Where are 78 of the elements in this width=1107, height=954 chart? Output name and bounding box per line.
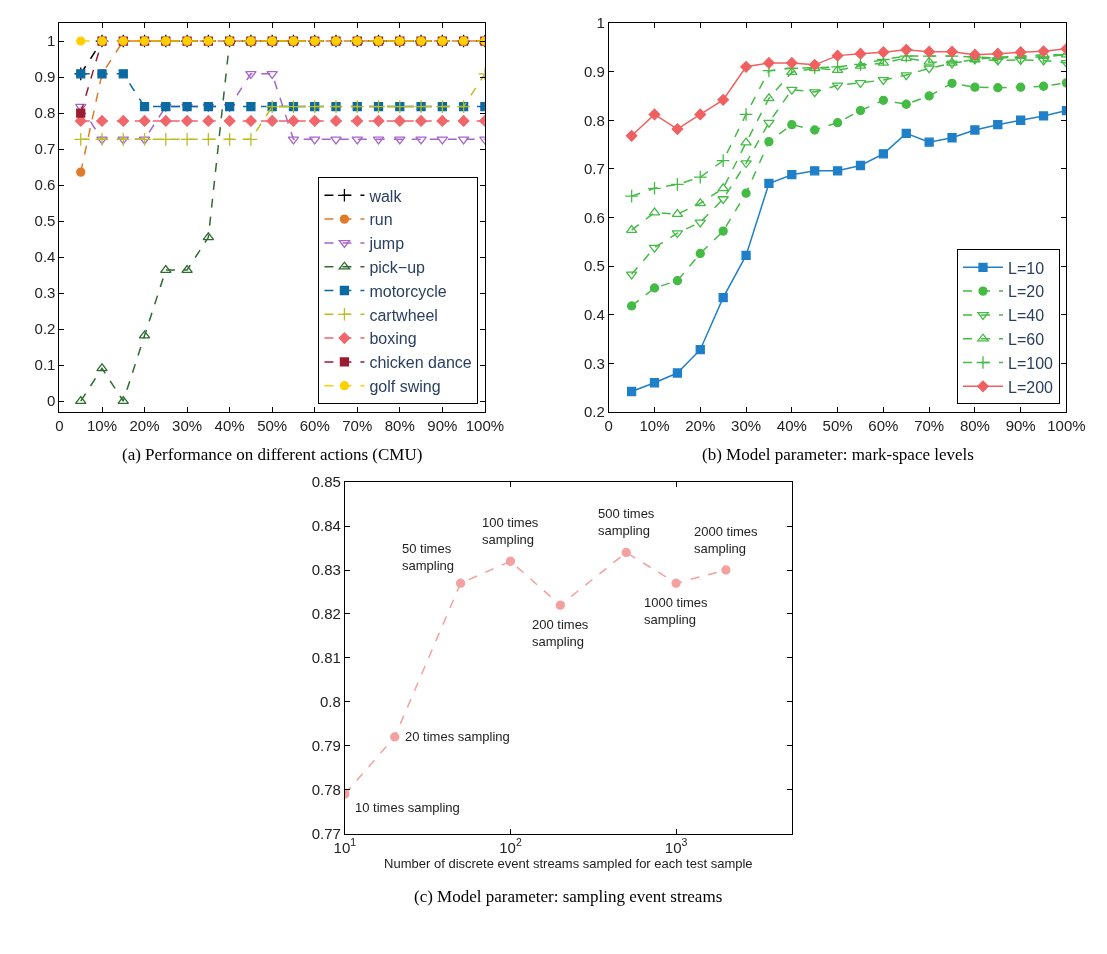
x-tick-label: 70% [342,416,373,434]
annotation: 1000 times sampling [644,595,709,627]
x-tick-label: 30% [172,416,203,434]
y-tick-label: 0.8 [583,111,605,129]
legend-label: chicken dance [369,354,472,372]
legend-label: motorcycle [369,282,447,300]
x-tick-label: 20% [129,416,160,434]
y-tick-label: 0.8 [34,104,56,122]
annotation: 500 times sampling [598,506,655,538]
y-tick-label: 0.85 [311,473,341,491]
y-tick-label: 0.8 [320,693,341,711]
y-tick-label: 1 [47,32,56,50]
x-tick-label: 40% [214,416,245,434]
y-tick-label: 0.84 [311,517,341,535]
text: (b) Model parameter: mark-space levels [702,445,974,464]
annotation: 20 times sampling [405,729,510,744]
annotation: 2000 times sampling [694,524,759,556]
y-tick-label: 0.2 [34,320,56,338]
x-tick-label: 40% [776,416,807,434]
text: (c) Model parameter: sampling event streams [414,887,723,906]
legend-label: L=40 [1008,307,1045,325]
y-tick-label: 0.78 [311,780,341,798]
y-tick-label: 1 [596,14,605,32]
y-tick-label: 0.5 [583,257,605,275]
y-tick-label: 0.6 [34,176,56,194]
y-tick-label: 0.2 [583,403,605,421]
y-tick-label: 0.4 [583,305,605,323]
x-tick-label: 70% [914,416,945,434]
y-tick-label: 0.82 [311,605,341,623]
annotation: 50 times sampling [402,541,455,573]
y-tick-label: 0.9 [34,68,56,86]
legend-label: run [369,211,393,229]
y-tick-label: 0.1 [34,356,56,374]
x-tick-label: 30% [731,416,762,434]
x-axis-title: Number of discrete event streams sampled for each test sample [384,855,753,871]
x-tick-label: 10$^{2}$ [499,836,522,856]
x-tick-label: 20% [685,416,716,434]
annotation: 100 times sampling [482,515,539,547]
x-tick-label: 10$^{3}$ [664,836,688,856]
y-tick-label: 0.7 [583,160,605,178]
y-tick-label: 0.5 [34,212,56,230]
y-tick-label: 0.79 [311,736,341,754]
y-tick-label: 0.81 [311,649,341,667]
legend-label: L=100 [1008,354,1054,372]
x-tick-label: 80% [384,416,415,434]
x-tick-label: 10% [639,416,670,434]
y-tick-label: 0.4 [34,248,56,266]
legend-label: L=60 [1008,330,1045,348]
x-tick-label: 90% [427,416,458,434]
text: (a) Performance on different actions (CMU) [122,445,423,464]
y-tick-label: 0.6 [583,208,605,226]
y-tick-label: 0.9 [583,62,605,80]
x-tick-label: 50% [822,416,853,434]
legend-label: L=200 [1008,378,1054,396]
legend-label: pick−up [369,258,426,276]
y-tick-label: 0.3 [583,354,605,372]
y-tick-label: 0.3 [34,284,56,302]
legend-label: L=10 [1008,259,1045,277]
x-tick-label: 80% [959,416,990,434]
x-tick-label: 50% [257,416,288,434]
annotation: 200 times sampling [532,617,589,649]
x-tick-label: 100% [1047,416,1086,434]
x-tick-label: 10% [86,416,118,434]
y-tick-label: 0.7 [34,140,56,158]
x-tick-label: 60% [299,416,330,434]
y-tick-label: 0.77 [311,824,341,842]
legend-label: jump [368,235,405,253]
x-tick-label: 90% [1005,416,1036,434]
x-tick-label: 100% [465,416,505,434]
annotation: 10 times sampling [355,800,460,815]
legend-label: boxing [369,330,417,348]
legend-label: cartwheel [369,306,438,324]
legend-label: walk [368,187,403,205]
y-tick-label: 0.83 [311,561,341,579]
legend-label: L=20 [1008,283,1045,301]
x-tick-label: 60% [868,416,899,434]
legend-label: golf swing [369,377,441,395]
y-tick-label: 0 [47,392,56,410]
